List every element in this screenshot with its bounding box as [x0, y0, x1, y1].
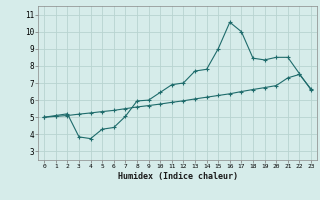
X-axis label: Humidex (Indice chaleur): Humidex (Indice chaleur) — [118, 172, 238, 181]
